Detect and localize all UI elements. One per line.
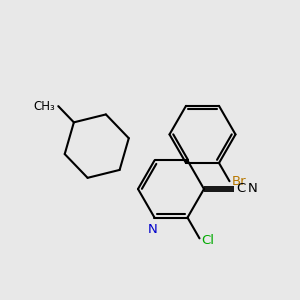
Text: Cl: Cl [201, 234, 214, 247]
Text: N: N [148, 223, 158, 236]
Text: Br: Br [232, 175, 247, 188]
Text: CH₃: CH₃ [34, 100, 55, 112]
Text: C: C [236, 182, 245, 196]
Text: N: N [248, 182, 257, 196]
